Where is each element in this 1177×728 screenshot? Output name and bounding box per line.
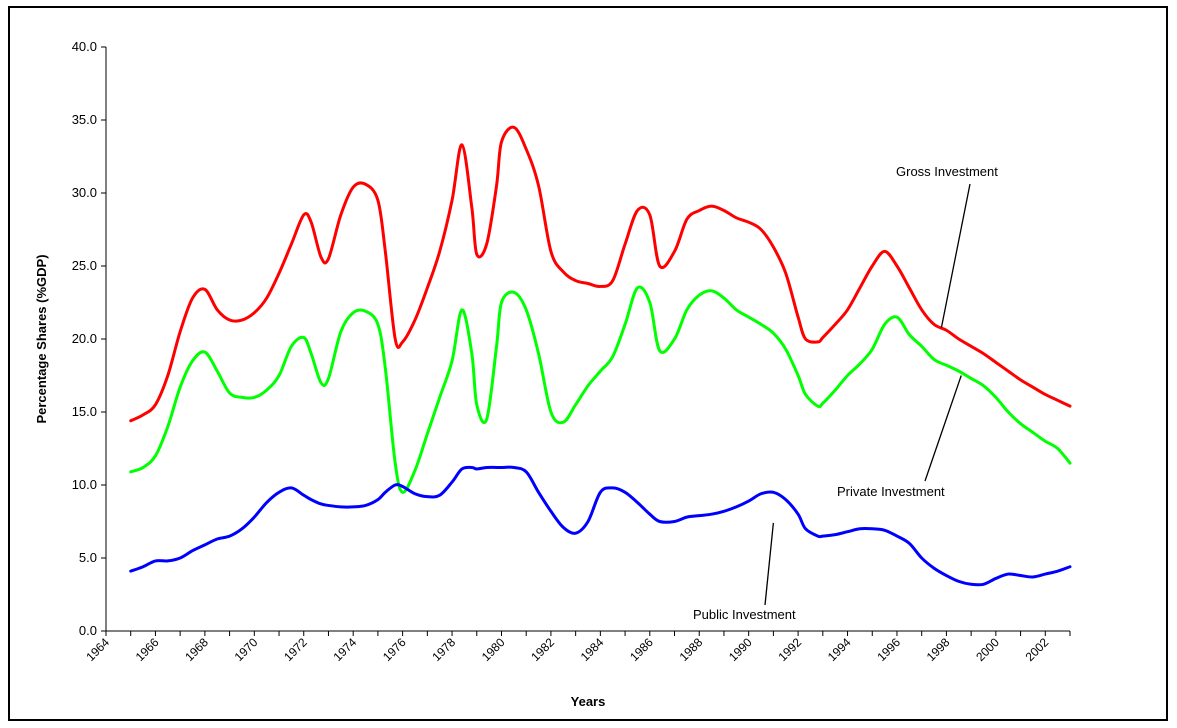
investment-line-chart: 0.05.010.015.020.025.030.035.040.0 1964 1… <box>34 39 1072 709</box>
y-ticks: 0.0 5.0 10.0 15.0 20.0 25.0 30.0 35.0 40.0 <box>72 39 106 638</box>
x-tick-label: 1982 <box>528 635 557 664</box>
y-tick-label: 30.0 <box>72 185 97 200</box>
x-tick-label: 1978 <box>429 635 458 664</box>
x-tick-label: 1988 <box>677 635 706 664</box>
x-tick-label: 1990 <box>726 635 755 664</box>
x-tick-label: 1980 <box>479 635 508 664</box>
y-tick-label: 35.0 <box>72 112 97 127</box>
y-tick-label: 40.0 <box>72 39 97 54</box>
y-tick-label: 15.0 <box>72 404 97 419</box>
x-tick-label: 1984 <box>578 635 607 664</box>
x-tick-label: 2002 <box>1023 635 1052 664</box>
gross-investment-pointer <box>940 183 971 328</box>
chart-frame: 0.0 5.0 10.0 15.0 20.0 25.0 30.0 35.0 40.0 1964 1… <box>8 6 1168 721</box>
x-tick-label: 1964 <box>83 635 112 664</box>
x-tick-label: 1966 <box>133 635 162 664</box>
x-tick-label: 1974 <box>331 635 360 664</box>
axes <box>105 47 1070 632</box>
private-investment-pointer <box>924 375 962 482</box>
x-tick-label: 1976 <box>380 635 409 664</box>
y-tick-label: 10.0 <box>72 477 97 492</box>
x-ticks: 1964 1966 1968 1970 1972 1974 1976 1978 1980 1982… <box>83 631 1071 664</box>
y-tick-label: 20.0 <box>72 331 97 346</box>
series-layer <box>129 125 1072 587</box>
x-axis-label: Years <box>571 694 606 709</box>
private-investment-annotation: Private Investment <box>837 484 945 499</box>
x-tick-label: 1972 <box>281 635 310 664</box>
private-investment-line <box>129 285 1072 494</box>
x-tick-label: 1968 <box>182 635 211 664</box>
x-tick-label: 1970 <box>232 635 261 664</box>
public-investment-line <box>129 465 1072 587</box>
y-tick-label: 25.0 <box>72 258 97 273</box>
x-tick-label: 1998 <box>924 635 953 664</box>
x-tick-label: 1986 <box>627 635 656 664</box>
x-tick-label: 1992 <box>775 635 804 664</box>
public-investment-pointer <box>764 522 775 606</box>
x-tick-label: 1996 <box>874 635 903 664</box>
y-tick-label: 5.0 <box>79 550 97 565</box>
y-axis-label: Percentage Shares (%GDP) <box>34 254 49 423</box>
x-tick-label: 2000 <box>973 635 1002 664</box>
annotation-layer: Gross Investment Private Investment Public… <box>693 164 998 622</box>
public-investment-annotation: Public Investment <box>693 607 796 622</box>
y-tick-label: 0.0 <box>79 623 97 638</box>
x-tick-label: 1994 <box>825 635 854 664</box>
gross-investment-line <box>129 125 1072 423</box>
gross-investment-annotation: Gross Investment <box>896 164 998 179</box>
